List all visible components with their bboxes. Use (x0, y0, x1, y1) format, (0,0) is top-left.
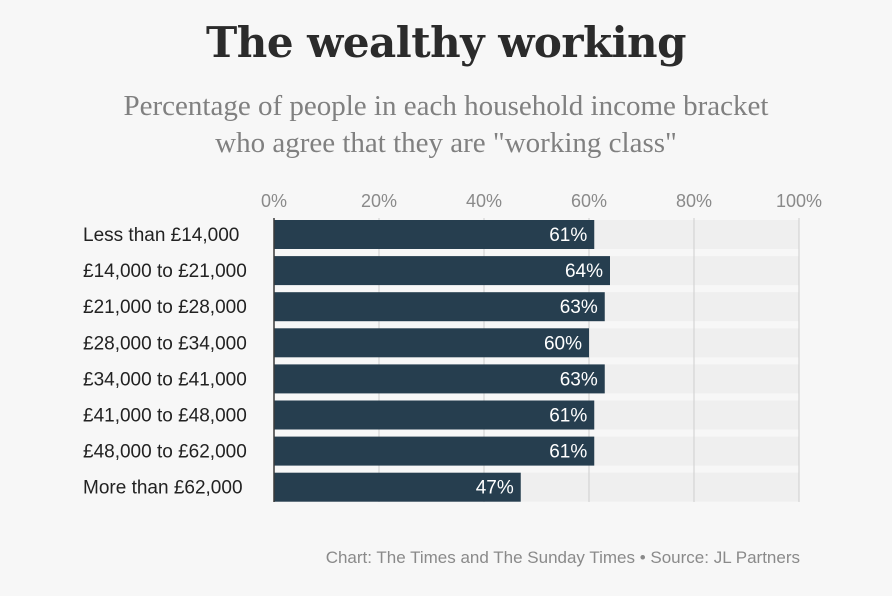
bar (274, 328, 589, 358)
bar (274, 292, 605, 322)
category-label: £48,000 to £62,000 (83, 442, 247, 463)
data-label: 61% (549, 442, 587, 463)
data-label: 64% (565, 261, 603, 282)
category-label: £21,000 to £28,000 (83, 297, 247, 318)
bar (274, 400, 595, 430)
x-tick-label: 60% (571, 191, 607, 211)
data-label: 63% (560, 369, 598, 390)
category-label: £28,000 to £34,000 (83, 333, 247, 354)
chart-title: The wealthy working (206, 18, 686, 67)
category-label: £34,000 to £41,000 (83, 369, 247, 390)
x-tick-label: 40% (466, 191, 502, 211)
category-label: £41,000 to £48,000 (83, 406, 247, 427)
chart-source: Chart: The Times and The Sunday Times • … (325, 548, 800, 567)
bar (274, 220, 595, 249)
category-label: £14,000 to £21,000 (83, 261, 247, 282)
x-tick-label: 0% (261, 191, 287, 211)
x-tick-label: 80% (676, 191, 712, 211)
bar (274, 364, 605, 394)
chart-subtitle: Percentage of people in each household i… (0, 88, 892, 162)
data-label: 61% (549, 225, 587, 246)
data-label: 47% (476, 478, 514, 499)
x-tick-label: 100% (776, 191, 822, 211)
x-tick-label: 20% (361, 191, 397, 211)
data-label: 63% (560, 297, 598, 318)
data-label: 61% (549, 406, 587, 427)
data-label: 60% (544, 333, 582, 354)
bar (274, 436, 595, 466)
chart-subtitle-line-2: who agree that they are "working class" (215, 127, 677, 159)
category-label: More than £62,000 (83, 478, 243, 499)
bar (274, 256, 610, 286)
category-label: Less than £14,000 (83, 225, 239, 246)
chart-subtitle-line-1: Percentage of people in each household i… (123, 90, 769, 122)
bar (274, 472, 521, 502)
